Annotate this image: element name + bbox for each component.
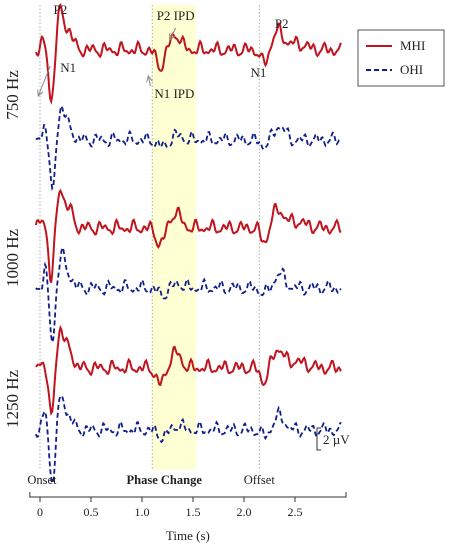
legend-label-ohi: OHI: [400, 62, 423, 77]
annotation-0: P2: [54, 2, 68, 17]
panel-label-1: 1000 Hz: [3, 229, 22, 288]
annotation-arrow-3: [148, 76, 150, 87]
annotation-arrow-2: [170, 27, 177, 40]
series-line-mhi-0: [34, 3, 342, 105]
x-tick-label-0: 0: [37, 505, 43, 519]
x-tick-label-3: 1.5: [186, 505, 201, 519]
event-label-1: Phase Change: [127, 473, 203, 487]
series-line-ohi-0: [35, 103, 342, 191]
series-line-mhi-2: [35, 324, 342, 416]
annotation-arrow-1: [38, 65, 51, 96]
peak-annotations: P2 N1 P2 IPD N1 IPD P2 N1: [38, 2, 289, 101]
annotation-2: P2 IPD: [157, 8, 195, 23]
phase-change-region: [152, 5, 197, 470]
legend-label-mhi: MHI: [400, 38, 425, 53]
series-line-mhi-1: [34, 188, 342, 284]
series-line-ohi-1: [35, 244, 342, 346]
scale-bar: 2 µV: [316, 427, 350, 451]
event-label-2: Offset: [244, 473, 276, 487]
annotation-1: N1: [60, 60, 76, 75]
panel-1: [34, 188, 342, 346]
scale-bar-label: 2 µV: [323, 432, 350, 447]
x-axis: 0 0.5 1.0 1.5 2.0 2.5 Time (s): [29, 492, 347, 543]
panel-label-0: 750 Hz: [3, 70, 22, 120]
x-tick-label-2: 1.0: [135, 505, 150, 519]
x-tick-label-1: 0.5: [84, 505, 99, 519]
x-axis-title: Time (s): [166, 528, 210, 543]
annotation-3: N1 IPD: [154, 86, 194, 101]
event-label-0: Onset: [27, 473, 57, 487]
series-line-ohi-2: [35, 394, 342, 487]
annotation-4: P2: [275, 16, 289, 31]
panel-2: [35, 324, 342, 487]
annotation-5: N1: [250, 65, 266, 80]
x-tick-label-4: 2.0: [237, 505, 252, 519]
x-tick-label-5: 2.5: [288, 505, 303, 519]
legend: MHI OHI: [357, 29, 445, 87]
panel-0: [34, 3, 342, 191]
panel-label-2: 1250 Hz: [3, 370, 22, 429]
